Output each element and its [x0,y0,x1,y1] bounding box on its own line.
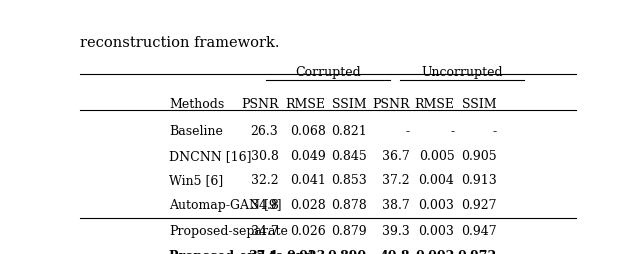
Text: 0.972: 0.972 [458,249,497,254]
Text: Automap-GAN [9]: Automap-GAN [9] [169,199,282,212]
Text: 0.003: 0.003 [419,199,454,212]
Text: 0.853: 0.853 [331,174,367,187]
Text: 26.3: 26.3 [251,125,278,138]
Text: 40.8: 40.8 [380,249,410,254]
Text: 0.049: 0.049 [290,150,326,163]
Text: 39.3: 39.3 [382,225,410,238]
Text: -: - [451,125,454,138]
Text: 34.7: 34.7 [251,225,278,238]
Text: 0.041: 0.041 [290,174,326,187]
Text: 0.003: 0.003 [419,225,454,238]
Text: 0.026: 0.026 [290,225,326,238]
Text: 37.2: 37.2 [382,174,410,187]
Text: 37.1: 37.1 [248,249,278,254]
Text: 36.7: 36.7 [382,150,410,163]
Text: 0.913: 0.913 [461,174,497,187]
Text: 0.879: 0.879 [331,225,367,238]
Text: 0.821: 0.821 [331,125,367,138]
Text: Uncorrupted: Uncorrupted [421,66,503,79]
Text: SSIM: SSIM [462,98,497,111]
Text: 0.023: 0.023 [286,249,326,254]
Text: 0.068: 0.068 [290,125,326,138]
Text: 0.890: 0.890 [328,249,367,254]
Text: 32.2: 32.2 [251,174,278,187]
Text: RMSE: RMSE [415,98,454,111]
Text: 30.8: 30.8 [250,150,278,163]
Text: PSNR: PSNR [241,98,278,111]
Text: 0.845: 0.845 [331,150,367,163]
Text: Proposed-end to end: Proposed-end to end [169,249,314,254]
Text: 0.002: 0.002 [415,249,454,254]
Text: Methods: Methods [169,98,225,111]
Text: RMSE: RMSE [285,98,326,111]
Text: 0.927: 0.927 [461,199,497,212]
Text: 0.005: 0.005 [419,150,454,163]
Text: 0.004: 0.004 [419,174,454,187]
Text: reconstruction framework.: reconstruction framework. [80,36,280,50]
Text: PSNR: PSNR [372,98,410,111]
Text: Corrupted: Corrupted [295,66,361,79]
Text: 0.028: 0.028 [290,199,326,212]
Text: Win5 [6]: Win5 [6] [169,174,223,187]
Text: SSIM: SSIM [332,98,367,111]
Text: Proposed-separate: Proposed-separate [169,225,288,238]
Text: 0.947: 0.947 [461,225,497,238]
Text: 38.7: 38.7 [382,199,410,212]
Text: Baseline: Baseline [169,125,223,138]
Text: 0.905: 0.905 [461,150,497,163]
Text: 34.8: 34.8 [250,199,278,212]
Text: -: - [493,125,497,138]
Text: 0.878: 0.878 [331,199,367,212]
Text: DNCNN [16]: DNCNN [16] [169,150,252,163]
Text: -: - [406,125,410,138]
